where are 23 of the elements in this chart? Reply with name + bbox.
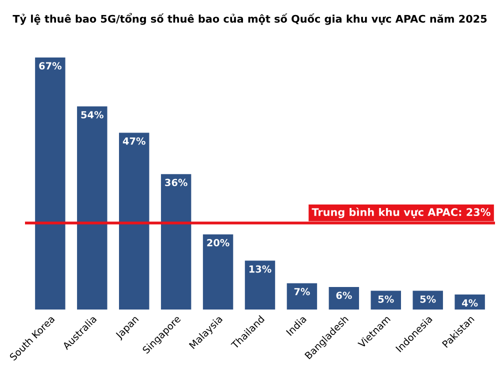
bar: [328, 287, 360, 310]
bar: [286, 283, 318, 310]
data-label: 54%: [81, 111, 104, 118]
data-label: 20%: [207, 239, 230, 246]
data-label: 36%: [165, 178, 188, 186]
bar: [244, 260, 276, 310]
ref-line-label: Trung bình khu vực APAC: 23%: [312, 208, 490, 218]
data-label: 67%: [39, 62, 62, 70]
data-label: 5%: [420, 295, 436, 303]
bar: [454, 294, 485, 310]
data-label: 47%: [122, 137, 146, 145]
chart-title: Tỷ lệ thuê bao 5G/tổng số thuê bao của một số Quốc gia khu vực APAC năm 2025: [12, 13, 487, 25]
bar: [35, 57, 66, 310]
data-label: 7%: [294, 288, 310, 296]
data-label: 4%: [462, 299, 478, 307]
bar: [202, 234, 234, 310]
data-label: 6%: [336, 292, 352, 300]
bar: [77, 106, 108, 310]
bar: [160, 174, 192, 310]
data-label: 5%: [378, 295, 394, 303]
bar: [119, 132, 150, 310]
bar: [412, 290, 443, 310]
data-label: 13%: [249, 265, 272, 273]
